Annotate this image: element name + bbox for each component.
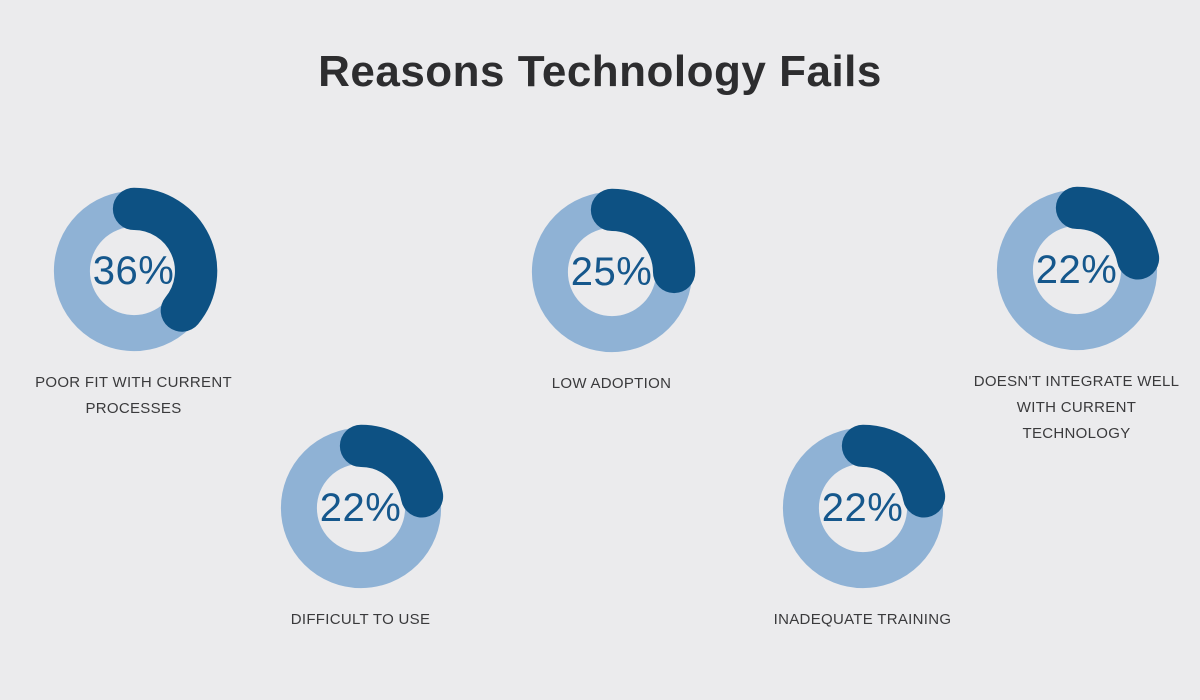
donut-inadequate-training: 22% INADEQUATE TRAINING	[755, 418, 970, 633]
donut-percent-label: 25%	[570, 249, 653, 294]
donut-caption: LOW ADOPTION	[551, 375, 672, 392]
donut-caption: INADEQUATE TRAINING	[773, 611, 952, 628]
donut-graphic: 25%	[522, 182, 702, 362]
donut-graphic: 22%	[271, 418, 451, 598]
donut-arc	[841, 424, 945, 518]
donut-percent-label: 22%	[319, 485, 402, 530]
donut-percent-label: 22%	[821, 485, 904, 530]
donut-integration: 22% DOESN'T INTEGRATE WELL WITH CURRENT …	[969, 180, 1184, 447]
donut-arc	[112, 187, 217, 332]
donut-caption: DOESN'T INTEGRATE WELL WITH CURRENT TECH…	[973, 373, 1180, 442]
donut-percent-label: 36%	[92, 248, 175, 293]
donut-svg	[996, 186, 1159, 351]
donut-low-adoption: 25% LOW ADOPTION	[504, 182, 719, 397]
donut-arc	[339, 424, 443, 518]
donut-svg	[53, 187, 217, 352]
donut-graphic: 22%	[773, 418, 953, 598]
donut-percent-label: 22%	[1035, 247, 1118, 292]
donut-caption: DIFFICULT TO USE	[290, 611, 431, 628]
donut-graphic: 36%	[44, 181, 224, 361]
donut-difficult-to-use: 22% DIFFICULT TO USE	[253, 418, 468, 633]
page-title: Reasons Technology Fails	[318, 47, 882, 96]
donut-svg	[531, 188, 695, 353]
donut-poor-fit: 36% POOR FIT WITH CURRENT PROCESSES	[26, 181, 241, 422]
donut-caption: POOR FIT WITH CURRENT PROCESSES	[35, 374, 232, 417]
donut-arc	[1055, 186, 1159, 280]
donut-svg	[280, 424, 443, 589]
donut-arc	[590, 188, 695, 294]
donut-graphic: 22%	[987, 180, 1167, 360]
donut-svg	[782, 424, 945, 589]
